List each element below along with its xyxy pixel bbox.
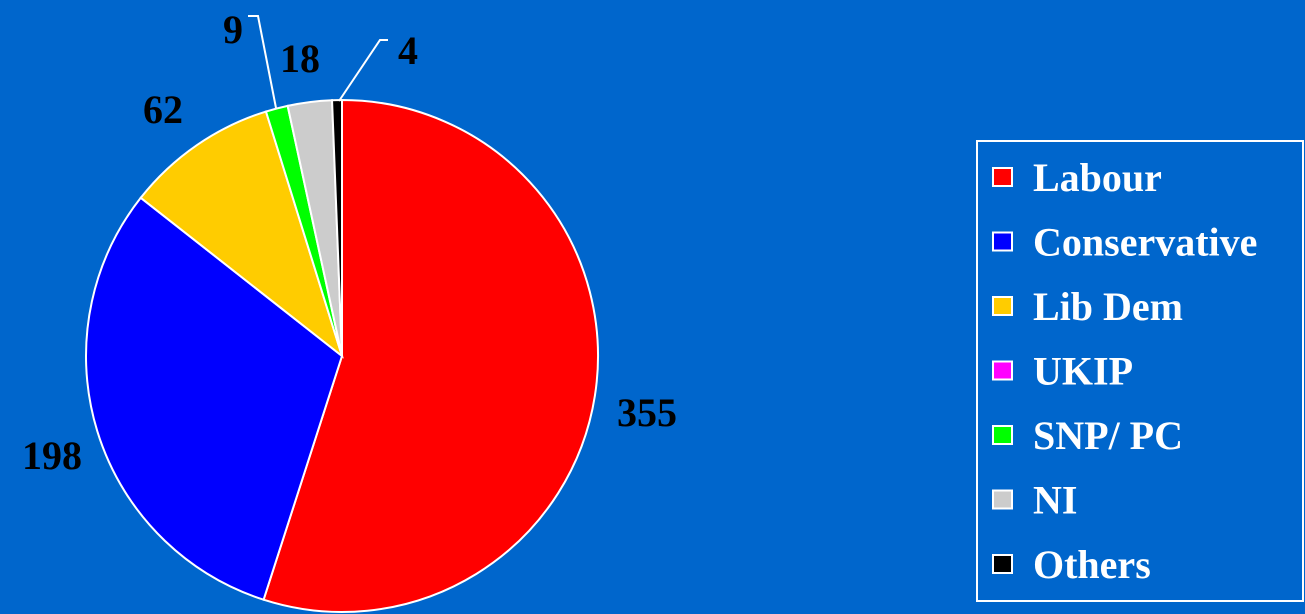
legend-label-snp-pc: SNP/ PC <box>1033 413 1183 458</box>
pie-slices <box>85 98 599 613</box>
legend-box <box>976 140 1304 602</box>
label-leader-lines <box>248 15 388 109</box>
legend-label-others: Others <box>1033 542 1151 587</box>
pie-slice-lib-dem <box>139 110 344 359</box>
legend-label-conservative: Conservative <box>1033 220 1257 265</box>
legend-swatch-snp-pc <box>992 425 1013 445</box>
legend-label-lib-dem: Lib Dem <box>1033 284 1183 329</box>
legend-swatch-lib-dem <box>992 296 1013 316</box>
legend-label-ukip: UKIP <box>1033 349 1133 394</box>
pie-slice-conservative <box>85 196 344 601</box>
legend-swatch-others <box>992 554 1013 574</box>
data-label-lib-dem: 62 <box>143 87 183 132</box>
data-label-snp-pc: 9 <box>223 7 243 52</box>
data-label-labour: 355 <box>617 390 677 435</box>
legend-swatch-conservative <box>992 231 1013 252</box>
legend-swatch-ukip <box>992 360 1013 381</box>
data-label-conservative: 198 <box>22 433 82 478</box>
legend: Labour Conservative Lib Dem UKIP SNP/ PC NI Ot… <box>976 140 1304 602</box>
data-label-ni: 18 <box>280 36 320 81</box>
leader-line-others <box>338 39 388 102</box>
data-labels: 355 198 62 9 18 4 <box>22 7 677 478</box>
data-label-others: 4 <box>398 28 418 73</box>
leader-line-snp-pc <box>248 15 277 109</box>
legend-label-labour: Labour <box>1033 155 1162 200</box>
legend-label-ni: NI <box>1033 478 1077 523</box>
legend-swatch-ni <box>992 489 1013 510</box>
pie-slice-others <box>331 98 343 357</box>
legend-swatch-labour <box>992 167 1013 187</box>
pie-slice-labour <box>262 98 599 613</box>
